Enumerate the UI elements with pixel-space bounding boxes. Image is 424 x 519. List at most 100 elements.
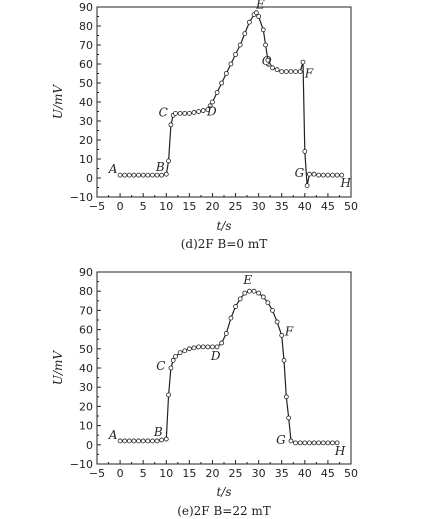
- chart-0-data-point: [186, 111, 192, 116]
- chart-1-data-point: [286, 415, 292, 421]
- chart-1-y-tick-label: 90: [79, 266, 93, 279]
- chart-1-data-point: [307, 440, 312, 446]
- chart-0-y-tick-label: 70: [79, 39, 93, 52]
- chart-1-point-label-b: B: [153, 425, 163, 439]
- chart-0-x-tick-label: 0: [117, 200, 124, 213]
- chart-0-point-label-d: D: [206, 105, 217, 119]
- chart-0-data-point: [304, 183, 310, 189]
- chart-0-series-line: [120, 11, 342, 186]
- chart-0-caption: (d)2F B=0 mT: [181, 237, 268, 251]
- chart-1-data-point: [159, 437, 165, 443]
- chart-0-x-tick-label: 30: [252, 200, 266, 213]
- chart-1-data-point: [297, 440, 303, 446]
- chart-0-data-point: [300, 59, 306, 65]
- chart-0-data-point: [159, 172, 165, 178]
- chart-1-data-point: [274, 319, 280, 325]
- chart-0-data-point: [219, 80, 225, 86]
- chart-1-data-point: [334, 440, 340, 446]
- chart-0-data-point: [191, 110, 197, 115]
- chart-0-data-point: [122, 172, 128, 178]
- chart-0-y-tick-label: 50: [79, 77, 93, 90]
- chart-0-data-point: [279, 69, 285, 74]
- chart-0-data-point: [242, 31, 248, 36]
- chart-1-data-point: [251, 288, 257, 294]
- chart-0-data-point: [163, 171, 169, 177]
- chart-1-data-point: [223, 331, 229, 336]
- chart-1-data-point: [281, 357, 287, 363]
- chart-1-data-point: [163, 436, 169, 442]
- chart-1-y-tick-label: −10: [70, 458, 93, 471]
- chart-0-x-axis-label: t/s: [216, 219, 231, 233]
- chart-0-point-label-g: G: [295, 166, 305, 180]
- chart-1-y-tick-label: 70: [79, 304, 93, 317]
- chart-1-data-point: [270, 307, 275, 313]
- chart-1-data-point: [283, 394, 289, 400]
- chart-1-data-point: [131, 438, 137, 444]
- chart-0: −5 0 5 10 15 20 25 30 35 40 45 50 −10 0 10 20 30 40 50 60 70…: [51, 0, 358, 251]
- chart-0-data-point: [334, 172, 340, 178]
- chart-1-x-tick-label: 30: [252, 467, 266, 480]
- chart-0-data-point: [154, 172, 160, 178]
- chart-0-data-point: [256, 14, 262, 19]
- chart-0-data-point: [117, 172, 123, 178]
- chart-0-y-tick-label: 80: [79, 20, 93, 33]
- chart-1-data-point: [279, 332, 285, 338]
- chart-0-data-point: [307, 171, 312, 177]
- chart-1-y-tick-label: 80: [79, 285, 93, 298]
- chart-0-data-point: [150, 172, 155, 178]
- chart-1-data-point: [168, 365, 174, 371]
- chart-1-data-point: [182, 348, 188, 354]
- chart-1-data-point: [233, 304, 238, 309]
- chart-0-data-point: [145, 172, 151, 178]
- chart-0-data-point: [325, 172, 331, 178]
- chart-0-data-point: [265, 57, 271, 63]
- chart-0-x-tick-label: 20: [205, 200, 219, 213]
- chart-1-y-tick-label: 30: [79, 381, 93, 394]
- chart-0-data-point: [210, 99, 215, 105]
- chart-0-data-point: [263, 42, 268, 48]
- chart-0-data-point: [320, 172, 326, 178]
- chart-1-data-point: [166, 392, 171, 398]
- chart-1-data-point: [325, 440, 331, 446]
- chart-1-x-tick-label: 45: [321, 467, 335, 480]
- chart-0-data-point: [228, 61, 234, 67]
- chart-1-point-label-f: F: [284, 324, 294, 338]
- chart-1-y-tick-label: 0: [86, 439, 93, 452]
- chart-1-data-point: [256, 290, 262, 296]
- chart-1-data-point: [219, 340, 225, 346]
- chart-0-data-point: [173, 111, 178, 116]
- chart-1-caption: (e)2F B=22 mT: [177, 504, 271, 518]
- chart-1-data-point: [302, 440, 308, 446]
- chart-1-y-tick-label: 20: [79, 400, 93, 413]
- chart-1-y-tick-label: 50: [79, 343, 93, 356]
- chart-1-data-point: [177, 350, 183, 356]
- chart-0-y-tick-label: 20: [79, 134, 93, 147]
- chart-0-data-point: [330, 172, 335, 178]
- chart-1-data-point: [154, 438, 160, 444]
- chart-0-plot-frame: [96, 6, 352, 198]
- chart-0-data-point: [316, 172, 322, 178]
- chart-1-data-point: [196, 344, 202, 350]
- chart-0-data-point: [196, 109, 202, 114]
- chart-1: −5 0 5 10 15 20 25 30 35 40 45 50 −10 0 10 20 30 40 50 60 70…: [51, 266, 358, 518]
- chart-1-data-point: [237, 296, 243, 302]
- chart-1-data-point: [136, 438, 141, 444]
- chart-0-point-label-f: F: [304, 67, 314, 81]
- chart-0-point-label-h: H: [340, 176, 352, 190]
- chart-1-data-point: [316, 440, 322, 446]
- chart-1-series-line: [120, 290, 338, 444]
- chart-0-data-point: [288, 69, 294, 74]
- chart-0-data-point: [205, 107, 211, 112]
- chart-0-data-point: [166, 158, 171, 164]
- chart-1-y-axis-label: U/mV: [51, 350, 65, 386]
- chart-0-data-point: [126, 172, 132, 178]
- chart-0-data-point: [136, 172, 141, 178]
- chart-1-plot-frame: [96, 271, 352, 465]
- chart-1-x-axis-label: t/s: [216, 485, 231, 499]
- chart-1-data-point: [200, 344, 206, 350]
- chart-1-data-point: [122, 438, 128, 444]
- chart-1-data-point: [311, 440, 317, 446]
- chart-0-data-point: [293, 69, 298, 74]
- chart-1-x-tick-label: 25: [229, 467, 243, 480]
- chart-0-x-tick-label: −5: [89, 200, 105, 213]
